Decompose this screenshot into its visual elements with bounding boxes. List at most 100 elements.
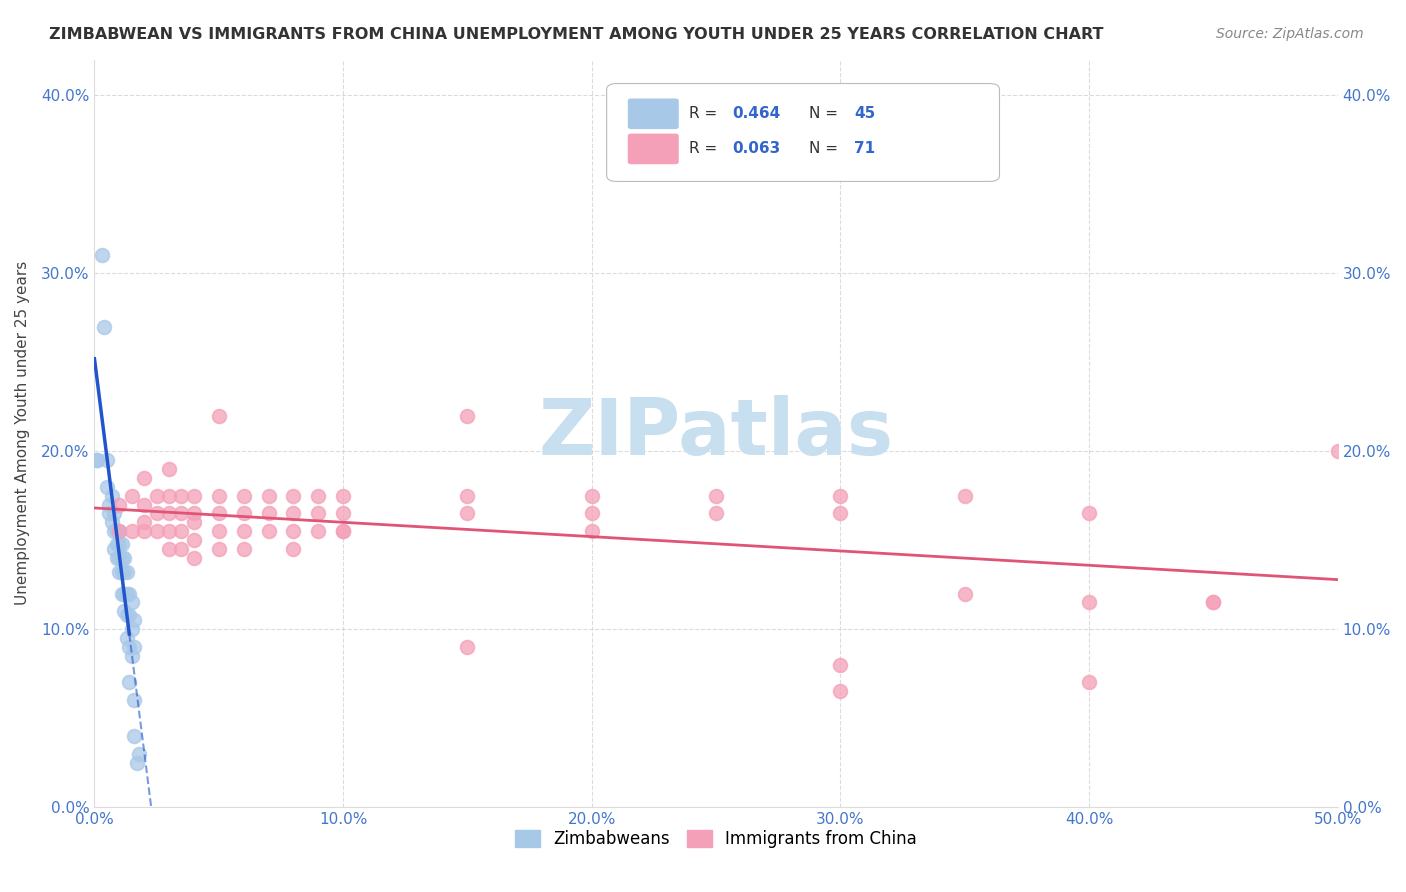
Point	[90, 248, 112, 262]
Point	[232, 507, 254, 521]
Point	[208, 489, 231, 503]
Point	[121, 524, 143, 539]
Point	[128, 747, 150, 761]
Point	[118, 675, 141, 690]
Point	[115, 607, 138, 622]
Point	[125, 756, 148, 770]
Point	[283, 489, 305, 503]
Point	[183, 507, 205, 521]
Text: 0.063: 0.063	[733, 141, 780, 156]
Point	[111, 565, 134, 579]
Point	[1202, 595, 1225, 609]
Text: ZIMBABWEAN VS IMMIGRANTS FROM CHINA UNEMPLOYMENT AMONG YOUTH UNDER 25 YEARS CORR: ZIMBABWEAN VS IMMIGRANTS FROM CHINA UNEM…	[49, 27, 1104, 42]
Point	[122, 613, 145, 627]
Point	[86, 453, 108, 467]
Point	[103, 524, 125, 539]
Point	[332, 524, 354, 539]
Point	[183, 516, 205, 530]
Point	[96, 480, 118, 494]
Point	[111, 536, 134, 550]
FancyBboxPatch shape	[628, 98, 679, 129]
Point	[121, 622, 143, 636]
Point	[332, 524, 354, 539]
Point	[1078, 675, 1101, 690]
Point	[122, 729, 145, 743]
Point	[93, 319, 115, 334]
Point	[108, 550, 131, 565]
Point	[581, 507, 603, 521]
Point	[157, 524, 180, 539]
Point	[115, 586, 138, 600]
Point	[112, 565, 135, 579]
Point	[208, 507, 231, 521]
Point	[108, 536, 131, 550]
Point	[1078, 595, 1101, 609]
Point	[115, 565, 138, 579]
Point	[581, 489, 603, 503]
Point	[145, 507, 167, 521]
Point	[456, 489, 478, 503]
Point	[332, 489, 354, 503]
Point	[704, 489, 727, 503]
Point	[157, 462, 180, 476]
Point	[111, 550, 134, 565]
Point	[134, 471, 156, 485]
Point	[183, 550, 205, 565]
Point	[105, 550, 128, 565]
Text: R =: R =	[689, 141, 721, 156]
Point	[101, 489, 124, 503]
Point	[232, 541, 254, 556]
Point	[118, 586, 141, 600]
Text: R =: R =	[689, 106, 721, 121]
Text: 71: 71	[853, 141, 875, 156]
FancyBboxPatch shape	[606, 84, 1000, 181]
Point	[134, 524, 156, 539]
Point	[108, 498, 131, 512]
Point	[830, 507, 852, 521]
Point	[1078, 507, 1101, 521]
Point	[121, 648, 143, 663]
Point	[208, 409, 231, 423]
Point	[830, 657, 852, 672]
Point	[170, 489, 193, 503]
Point	[98, 498, 121, 512]
Text: Source: ZipAtlas.com: Source: ZipAtlas.com	[1216, 27, 1364, 41]
Point	[183, 489, 205, 503]
Point	[232, 524, 254, 539]
Point	[1202, 595, 1225, 609]
Point	[208, 541, 231, 556]
Point	[170, 524, 193, 539]
Point	[103, 507, 125, 521]
Point	[103, 541, 125, 556]
Point	[108, 524, 131, 539]
Point	[208, 524, 231, 539]
Point	[456, 409, 478, 423]
Text: N =: N =	[810, 141, 844, 156]
Point	[122, 640, 145, 654]
Point	[157, 489, 180, 503]
Point	[105, 524, 128, 539]
Point	[145, 524, 167, 539]
Point	[183, 533, 205, 548]
Point	[170, 507, 193, 521]
Point	[283, 524, 305, 539]
Legend: Zimbabweans, Immigrants from China: Zimbabweans, Immigrants from China	[509, 823, 924, 855]
Point	[157, 541, 180, 556]
Y-axis label: Unemployment Among Youth under 25 years: Unemployment Among Youth under 25 years	[15, 261, 30, 606]
Point	[283, 507, 305, 521]
Point	[232, 489, 254, 503]
Point	[257, 524, 280, 539]
Point	[830, 489, 852, 503]
Point	[115, 631, 138, 645]
Point	[112, 586, 135, 600]
Point	[257, 489, 280, 503]
Point	[134, 498, 156, 512]
Point	[112, 604, 135, 618]
Point	[98, 507, 121, 521]
Point	[112, 550, 135, 565]
Point	[121, 489, 143, 503]
Point	[134, 516, 156, 530]
Point	[122, 693, 145, 707]
Point	[581, 524, 603, 539]
Text: 45: 45	[853, 106, 876, 121]
